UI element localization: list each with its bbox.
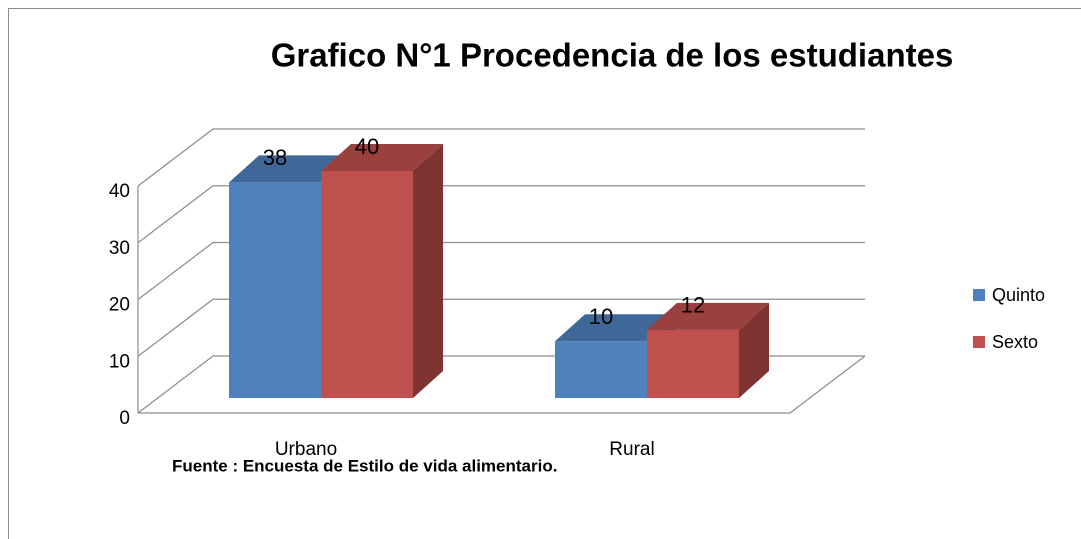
- bar-top: [647, 302, 769, 330]
- chart-title: Grafico N°1 Procedencia de los estudiant…: [271, 37, 954, 74]
- y-tick-label: 30: [109, 238, 130, 259]
- floor: [138, 355, 866, 414]
- chart-frame: [8, 8, 1081, 539]
- source-note: Fuente : Encuesta de Estilo de vida alim…: [172, 456, 557, 475]
- bar-front: [321, 171, 413, 398]
- data-label: 10: [589, 304, 613, 329]
- x-tick-label: Rural: [609, 439, 654, 460]
- bar-side: [739, 302, 769, 398]
- x-tick-label: Urbano: [275, 439, 337, 460]
- bar-top: [555, 314, 677, 342]
- legend-label: Quinto: [992, 285, 1045, 305]
- data-label: 40: [355, 134, 379, 159]
- bar-front: [555, 341, 647, 398]
- grid-line: [137, 241, 865, 300]
- grid-line: [137, 298, 865, 357]
- bar-front: [647, 329, 739, 398]
- y-tick-label: 0: [119, 408, 130, 429]
- grid-line: [137, 185, 865, 244]
- bar-top: [321, 144, 443, 171]
- legend-swatch: [973, 336, 985, 348]
- y-tick-label: 10: [109, 351, 130, 372]
- bar: [647, 302, 769, 398]
- legend-label: Sexto: [992, 332, 1038, 352]
- y-tick-label: 40: [109, 181, 130, 202]
- grid-line: [137, 128, 865, 187]
- bar-top: [229, 155, 351, 183]
- bar-side: [413, 144, 443, 398]
- legend-swatch: [973, 289, 985, 301]
- data-label: 12: [681, 293, 705, 318]
- bar-front: [229, 182, 321, 398]
- y-tick-label: 20: [109, 295, 130, 316]
- bar: [321, 144, 443, 398]
- data-label: 38: [263, 145, 287, 170]
